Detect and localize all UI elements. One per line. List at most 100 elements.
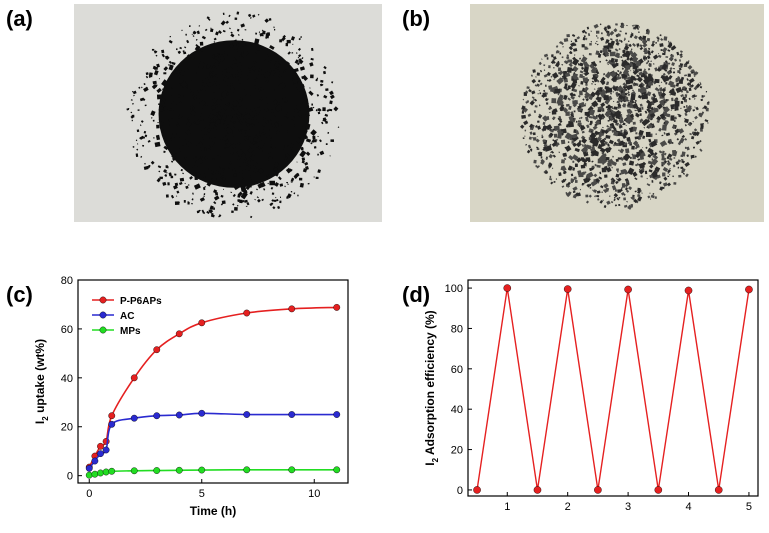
particle xyxy=(597,37,599,39)
particle xyxy=(588,183,592,187)
particle xyxy=(562,152,568,158)
particle xyxy=(256,105,260,108)
particle xyxy=(232,117,238,122)
particle xyxy=(237,142,241,146)
photo-b xyxy=(470,4,764,222)
particle xyxy=(571,33,576,38)
particle xyxy=(527,144,532,149)
particle xyxy=(618,94,624,100)
particle xyxy=(245,135,250,140)
particle xyxy=(579,125,586,131)
particle xyxy=(561,165,567,172)
particle xyxy=(589,187,592,189)
particle xyxy=(583,35,586,38)
particle xyxy=(564,132,572,140)
particle xyxy=(584,111,589,116)
particle xyxy=(609,30,615,36)
particle xyxy=(685,173,689,178)
particle xyxy=(568,115,574,122)
particle xyxy=(695,140,700,145)
particle xyxy=(600,32,603,35)
particle xyxy=(612,91,614,93)
particle xyxy=(168,60,173,64)
chart-c-xtick-label: 5 xyxy=(199,488,205,500)
particle xyxy=(686,78,689,81)
particle xyxy=(639,44,643,48)
particle xyxy=(605,87,613,93)
particle xyxy=(620,40,623,43)
particle xyxy=(538,151,543,157)
particle xyxy=(307,107,314,112)
particle xyxy=(566,56,570,60)
particle xyxy=(628,50,634,56)
particle xyxy=(599,50,603,54)
particle xyxy=(223,104,226,106)
particle xyxy=(141,97,146,101)
particle xyxy=(150,160,155,165)
particle xyxy=(594,83,596,86)
particle xyxy=(225,146,228,150)
particle xyxy=(699,148,703,152)
particle xyxy=(144,104,147,107)
particle xyxy=(663,106,670,114)
particle xyxy=(637,107,640,110)
particle xyxy=(130,111,133,114)
particle xyxy=(691,71,694,74)
particle xyxy=(659,99,665,105)
particle xyxy=(607,30,610,34)
particle xyxy=(273,28,276,31)
particle xyxy=(238,128,241,132)
particle xyxy=(566,183,571,188)
particle xyxy=(581,130,585,134)
particle xyxy=(567,59,573,63)
particle xyxy=(583,177,590,184)
particle xyxy=(594,163,598,167)
particle xyxy=(237,33,240,36)
particle xyxy=(303,129,308,134)
particle xyxy=(253,76,257,80)
particle xyxy=(527,113,532,117)
particle xyxy=(579,62,584,67)
particle xyxy=(225,20,229,24)
particle xyxy=(536,148,540,151)
particle xyxy=(668,40,670,43)
particle xyxy=(599,60,602,63)
particle xyxy=(143,165,149,170)
particle xyxy=(254,42,256,45)
particle xyxy=(213,92,215,95)
particle xyxy=(632,70,635,72)
particle xyxy=(630,75,636,81)
particle xyxy=(677,113,679,116)
particle xyxy=(236,111,241,116)
particle xyxy=(564,72,571,78)
particle xyxy=(139,135,145,140)
particle xyxy=(702,122,705,125)
particle xyxy=(618,118,625,124)
particle xyxy=(272,89,276,93)
particle xyxy=(684,124,687,127)
particle xyxy=(226,128,233,134)
particle xyxy=(212,109,215,112)
particle xyxy=(300,147,304,151)
particle xyxy=(663,176,668,181)
particle xyxy=(629,106,632,109)
particle xyxy=(572,56,576,61)
particle xyxy=(292,75,298,81)
particle xyxy=(632,126,638,132)
particle xyxy=(544,97,549,102)
particle xyxy=(617,73,620,77)
particle xyxy=(290,116,295,121)
particle xyxy=(582,182,585,186)
particle xyxy=(582,98,585,101)
particle xyxy=(680,107,682,110)
particle xyxy=(554,88,561,94)
particle xyxy=(583,143,587,148)
particle xyxy=(182,172,184,175)
particle xyxy=(587,33,591,37)
chart-c-ylabel: I2 uptake (wt%) xyxy=(33,339,50,424)
particle xyxy=(591,77,595,80)
particle xyxy=(620,121,623,123)
particle xyxy=(604,174,608,178)
chart-d-data-point xyxy=(533,486,542,494)
particle xyxy=(246,59,251,64)
